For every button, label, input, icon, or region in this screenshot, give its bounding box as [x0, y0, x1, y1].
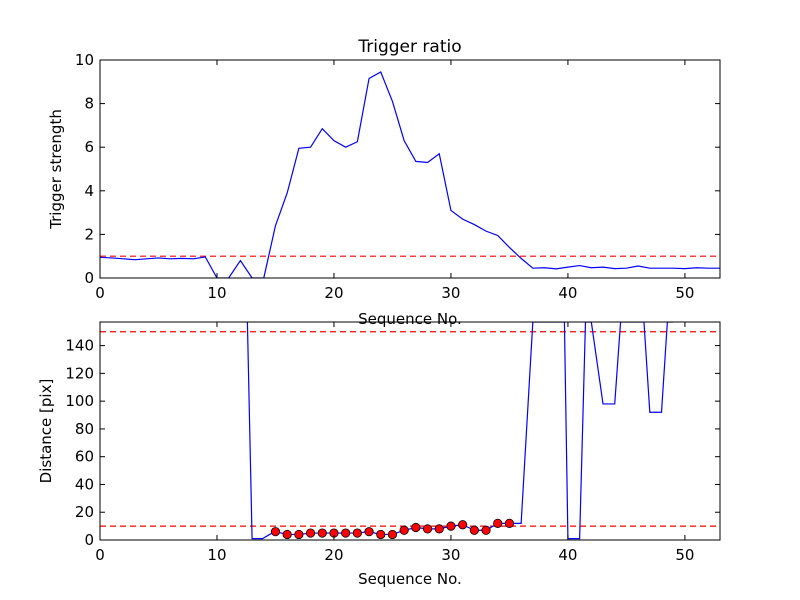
x-tick-label: 50: [675, 546, 694, 564]
y-tick-label: 8: [84, 95, 94, 113]
data-point: [376, 529, 386, 540]
y-tick-label: 2: [84, 225, 94, 243]
y-axis-label: Trigger strength: [47, 109, 65, 230]
data-point: [341, 528, 351, 538]
x-tick-label: 0: [95, 284, 105, 302]
plot-frame: [99, 59, 721, 279]
data-point: [504, 518, 515, 528]
y-tick-label: 120: [65, 364, 94, 382]
x-axis-label: Sequence No.: [358, 570, 462, 588]
x-tick-label: 30: [441, 546, 460, 564]
x-tick-label: 30: [441, 284, 460, 302]
x-tick-label: 50: [675, 284, 694, 302]
data-point: [399, 525, 409, 535]
data-point: [411, 522, 421, 533]
data-point: [446, 521, 456, 531]
data-point: [469, 525, 479, 535]
data-point: [270, 527, 281, 537]
data-point: [481, 525, 491, 535]
data-point: [305, 528, 316, 538]
plot-content: [100, 71, 720, 278]
x-tick-label: 40: [558, 546, 577, 564]
x-tick-label: 10: [207, 546, 226, 564]
y-tick-label: 100: [65, 392, 94, 410]
y-tick-label: 80: [75, 420, 94, 438]
data-point: [458, 520, 468, 530]
data-point: [434, 524, 444, 534]
y-tick-label: 0: [84, 531, 94, 549]
x-tick-labels: 0 10 20 30 40 50: [95, 284, 694, 302]
y-axis-label: Distance [pix]: [37, 379, 55, 484]
distance-chart: 0 10 20 30 40 50 0 20 40 60 80 100 120 140 Sequence …: [37, 321, 721, 588]
y-tick-label: 10: [75, 51, 94, 69]
series-line: [246, 322, 674, 540]
data-point: [352, 528, 362, 538]
y-tick-label: 140: [65, 337, 94, 355]
y-tick-label: 60: [75, 448, 94, 466]
series-line: [100, 71, 720, 278]
plot-content: [100, 322, 720, 540]
trigger-strength-plot-area: [99, 59, 721, 279]
y-tick-label: 20: [75, 503, 94, 521]
chart-title: Trigger ratio: [357, 37, 461, 57]
y-tick-labels: 0 2 4 6 8 10: [75, 51, 94, 287]
data-point: [493, 518, 503, 528]
y-tick-label: 6: [84, 138, 94, 156]
data-point: [294, 529, 304, 540]
x-axis-label: Sequence No.: [358, 310, 462, 328]
data-point: [282, 529, 292, 540]
data-point: [317, 528, 327, 538]
x-tick-label: 40: [558, 284, 577, 302]
x-tick-label: 20: [324, 284, 343, 302]
x-tick-label: 0: [95, 546, 105, 564]
data-point: [364, 527, 374, 537]
data-point: [387, 529, 398, 540]
data-point: [422, 524, 433, 534]
x-tick-label: 20: [324, 546, 343, 564]
x-tick-label: 10: [207, 284, 226, 302]
distance-plot-area: [99, 321, 721, 541]
y-tick-labels: 0 20 40 60 80 100 120 140: [65, 337, 94, 549]
y-tick-label: 0: [84, 269, 94, 287]
plot-frame: [99, 321, 721, 541]
trigger-strength-chart: Trigger ratio 0 10 20 30 40 50 0 2 4 6 8 10 Sequen…: [47, 37, 721, 328]
y-tick-label: 4: [84, 182, 94, 200]
y-tick-label: 40: [75, 475, 94, 493]
x-tick-labels: 0 10 20 30 40 50: [95, 546, 694, 564]
